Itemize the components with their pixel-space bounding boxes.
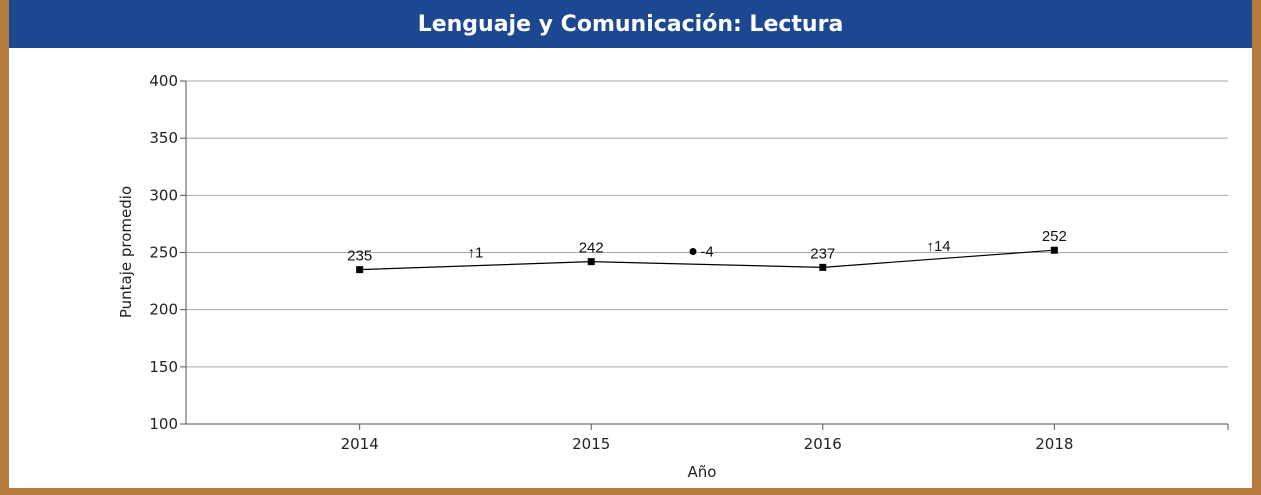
data-label: 237 bbox=[810, 245, 835, 262]
annotation: ↑1 bbox=[468, 245, 484, 262]
x-tick-label: 2015 bbox=[572, 435, 610, 453]
y-axis-label: Puntaje promedio bbox=[117, 186, 135, 318]
annotation: -4 bbox=[700, 244, 713, 261]
y-tick-label: 100 bbox=[149, 415, 178, 433]
y-tick-label: 200 bbox=[149, 301, 178, 319]
annotation-icon bbox=[689, 248, 697, 256]
data-label: 252 bbox=[1042, 228, 1067, 245]
x-tick-label: 2016 bbox=[804, 435, 842, 453]
data-label: 242 bbox=[579, 240, 604, 257]
y-tick-label: 250 bbox=[149, 244, 178, 262]
x-tick-label: 2014 bbox=[341, 435, 379, 453]
data-label: 235 bbox=[347, 248, 372, 265]
chart: Año Puntaje promedio 100 150 200 250 300 350 4… bbox=[117, 72, 1229, 481]
x-axis-label: Año bbox=[688, 463, 717, 481]
y-tick-label: 300 bbox=[149, 186, 178, 204]
chart-title: Lenguaje y Comunicación: Lectura bbox=[9, 0, 1252, 51]
y-tick-label: 350 bbox=[149, 129, 178, 147]
line bbox=[359, 249, 1055, 271]
y-tick-label: 400 bbox=[149, 72, 178, 90]
x-tick-label: 2018 bbox=[1035, 435, 1073, 453]
point bbox=[587, 258, 595, 266]
point bbox=[356, 266, 364, 274]
y-tick-label: 150 bbox=[149, 358, 178, 376]
point bbox=[819, 263, 827, 271]
annotation: ↑14 bbox=[926, 238, 950, 255]
point bbox=[1050, 246, 1058, 254]
